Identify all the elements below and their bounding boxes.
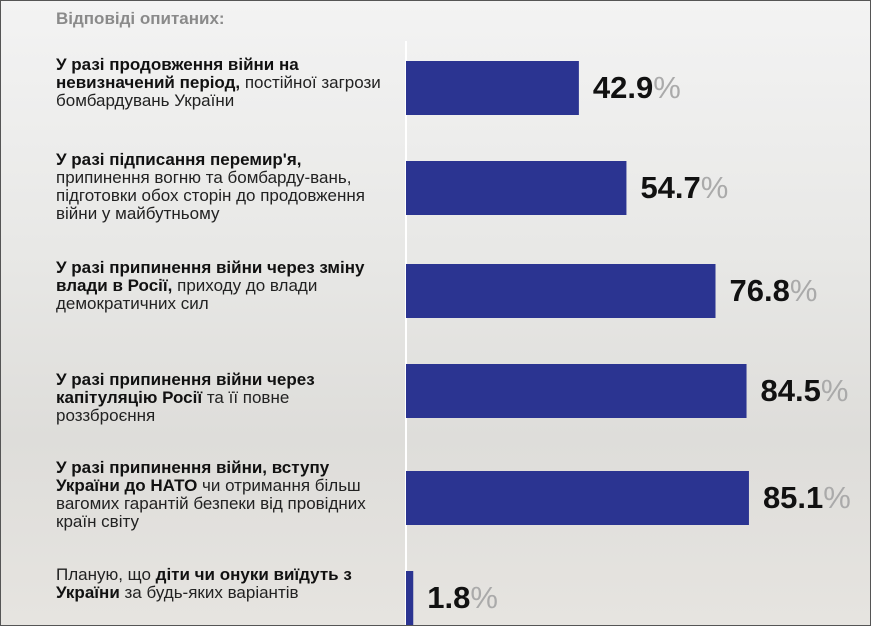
category-label: Планую, що діти чи онуки виїдуть з Украї… (56, 566, 386, 602)
category-text: чи отримання більш вагомих гарантій безп… (56, 476, 366, 531)
category-label: У разі припинення війни, вступу України … (56, 459, 386, 531)
category-text: діти чи онуки виїдуть з України (56, 565, 352, 602)
category-text: У разі припинення війни через зміну влад… (56, 258, 365, 295)
category-text: У разі припинення війни, вступу України … (56, 458, 330, 495)
category-label: У разі припинення війни через капітуляці… (56, 371, 386, 425)
value-label: 84.5% (761, 373, 849, 408)
value-label: 1.8% (427, 580, 498, 615)
category-text: У разі припинення війни через капітуляці… (56, 370, 315, 407)
bar (406, 364, 747, 418)
category-text: за будь-яких варіантів (119, 583, 299, 602)
chart-title: Відповіді опитаних: (56, 9, 225, 28)
category-text: У разі підписання перемир'я, (56, 150, 302, 169)
value-label: 54.7% (640, 170, 728, 205)
bar (406, 264, 716, 318)
category-text: постійної загрози бомбардувань України (56, 73, 381, 110)
bar (406, 61, 579, 115)
category-text: та її повне роззброєння (56, 388, 290, 425)
category-text: приходу до влади демократичних сил (56, 276, 318, 313)
category-label: У разі припинення війни через зміну влад… (56, 259, 386, 313)
category-label: У разі підписання перемир'я, припинення … (56, 151, 386, 223)
value-label: 85.1% (763, 480, 851, 515)
value-label: 42.9% (593, 70, 681, 105)
value-label: 76.8% (730, 273, 818, 308)
category-text: У разі продовження війни на невизначений… (56, 55, 299, 92)
bar (406, 161, 627, 215)
category-label: У разі продовження війни на невизначений… (56, 56, 386, 110)
bar (406, 571, 414, 625)
category-text: Планую, що (56, 565, 156, 584)
bar (406, 471, 749, 525)
category-text: припинення вогню та бомбарду-вань, підго… (56, 168, 365, 223)
